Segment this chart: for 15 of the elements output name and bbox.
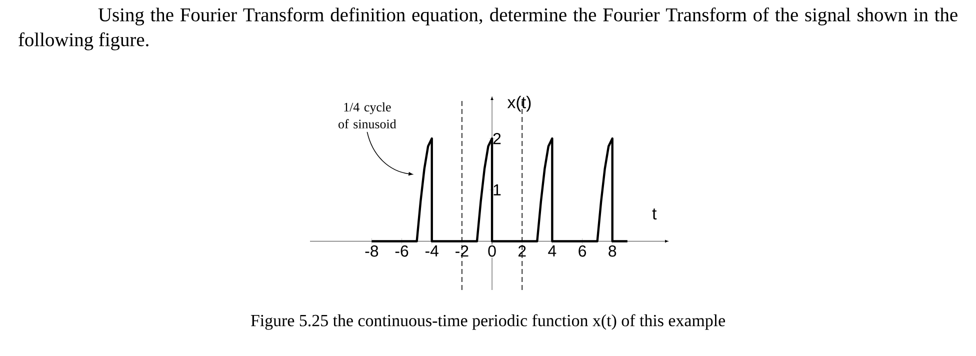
y-tick-label: 1 — [494, 184, 501, 196]
x-tick-label: -8 — [365, 245, 378, 257]
x-tick-label: 8 — [608, 245, 616, 257]
x-tick-label: 0 — [488, 245, 496, 257]
annotation: 1/4 cycle of sinusoid — [338, 102, 396, 128]
chart-title: Using the Fourier Transform definition equation, determine the Fourier Transform of the signal shown in the following figure. — [18, 8, 958, 50]
caption: Figure 5.25 the continuous-time periodic function x(t) of this example — [250, 314, 726, 330]
x-axis-title: t — [652, 208, 657, 220]
x-tick-label: -4 — [425, 245, 438, 256]
x-tick-label: 2 — [518, 245, 526, 257]
x-tick-label: 4 — [548, 245, 556, 256]
y-axis-title: x(t) — [507, 96, 531, 112]
x-tick-label: -2 — [456, 245, 468, 257]
x-tick-label: 6 — [578, 245, 586, 257]
x-tick-label: -6 — [395, 245, 408, 257]
